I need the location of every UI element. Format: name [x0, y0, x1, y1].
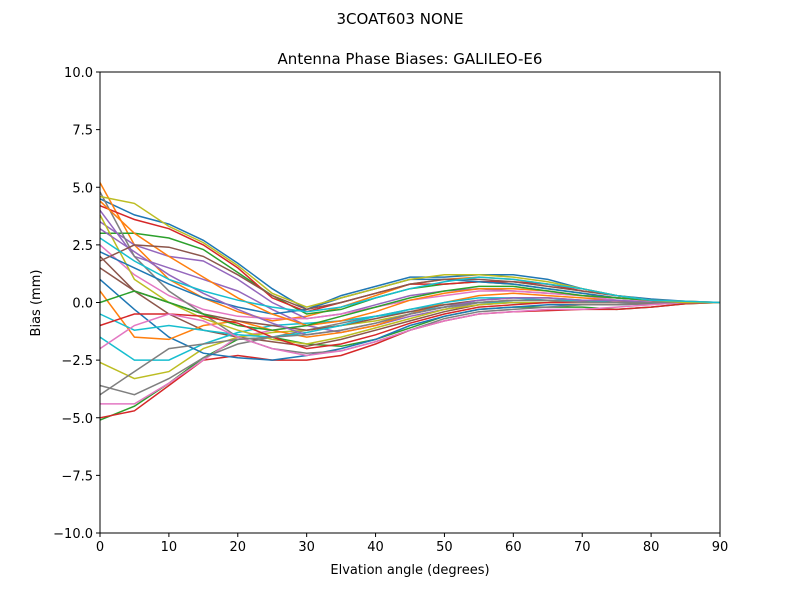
series-line-4 [99, 301, 721, 419]
x-tick-label: 10 [161, 540, 178, 555]
y-tick-label: 0.0 [72, 297, 93, 312]
x-tick-label: 30 [298, 540, 315, 555]
y-tick-label: −7.5 [61, 469, 93, 484]
series-line-11 [99, 278, 720, 361]
series-line-23 [99, 285, 720, 331]
x-tick-label: 90 [712, 540, 729, 555]
x-tick-label: 80 [643, 540, 660, 555]
x-tick-label: 20 [230, 540, 247, 555]
x-axis: 0 10 20 30 40 50 60 70 80 90 [96, 533, 728, 555]
y-tick-label: 7.5 [72, 124, 93, 139]
y-axis-label: Bias (mm) [29, 270, 44, 337]
chart-title: Antenna Phase Biases: GALILEO-E6 [278, 50, 543, 68]
x-tick-label: 40 [367, 540, 384, 555]
figure-suptitle: 3COAT603 NONE [337, 10, 464, 28]
series-line-28 [99, 299, 720, 396]
x-tick-label: 70 [574, 540, 591, 555]
x-tick-label: 50 [436, 540, 453, 555]
y-tick-label: 10.0 [64, 66, 93, 81]
y-tick-label: 2.5 [72, 239, 93, 254]
series-line-29 [99, 195, 720, 308]
y-tick-label: −10.0 [53, 527, 93, 542]
y-tick-label: 5.0 [72, 181, 93, 196]
series-lines [99, 182, 721, 421]
y-axis: −10.0 −7.5 −5.0 −2.5 0.0 2.5 5.0 7.5 10.0 [53, 66, 100, 542]
y-tick-label: −5.0 [61, 412, 93, 427]
y-tick-label: −2.5 [61, 354, 93, 369]
series-line-27 [99, 301, 720, 357]
x-axis-label: Elvation angle (degrees) [330, 563, 489, 578]
x-tick-label: 0 [96, 540, 104, 555]
x-tick-label: 60 [505, 540, 522, 555]
series-line-30 [99, 237, 721, 313]
